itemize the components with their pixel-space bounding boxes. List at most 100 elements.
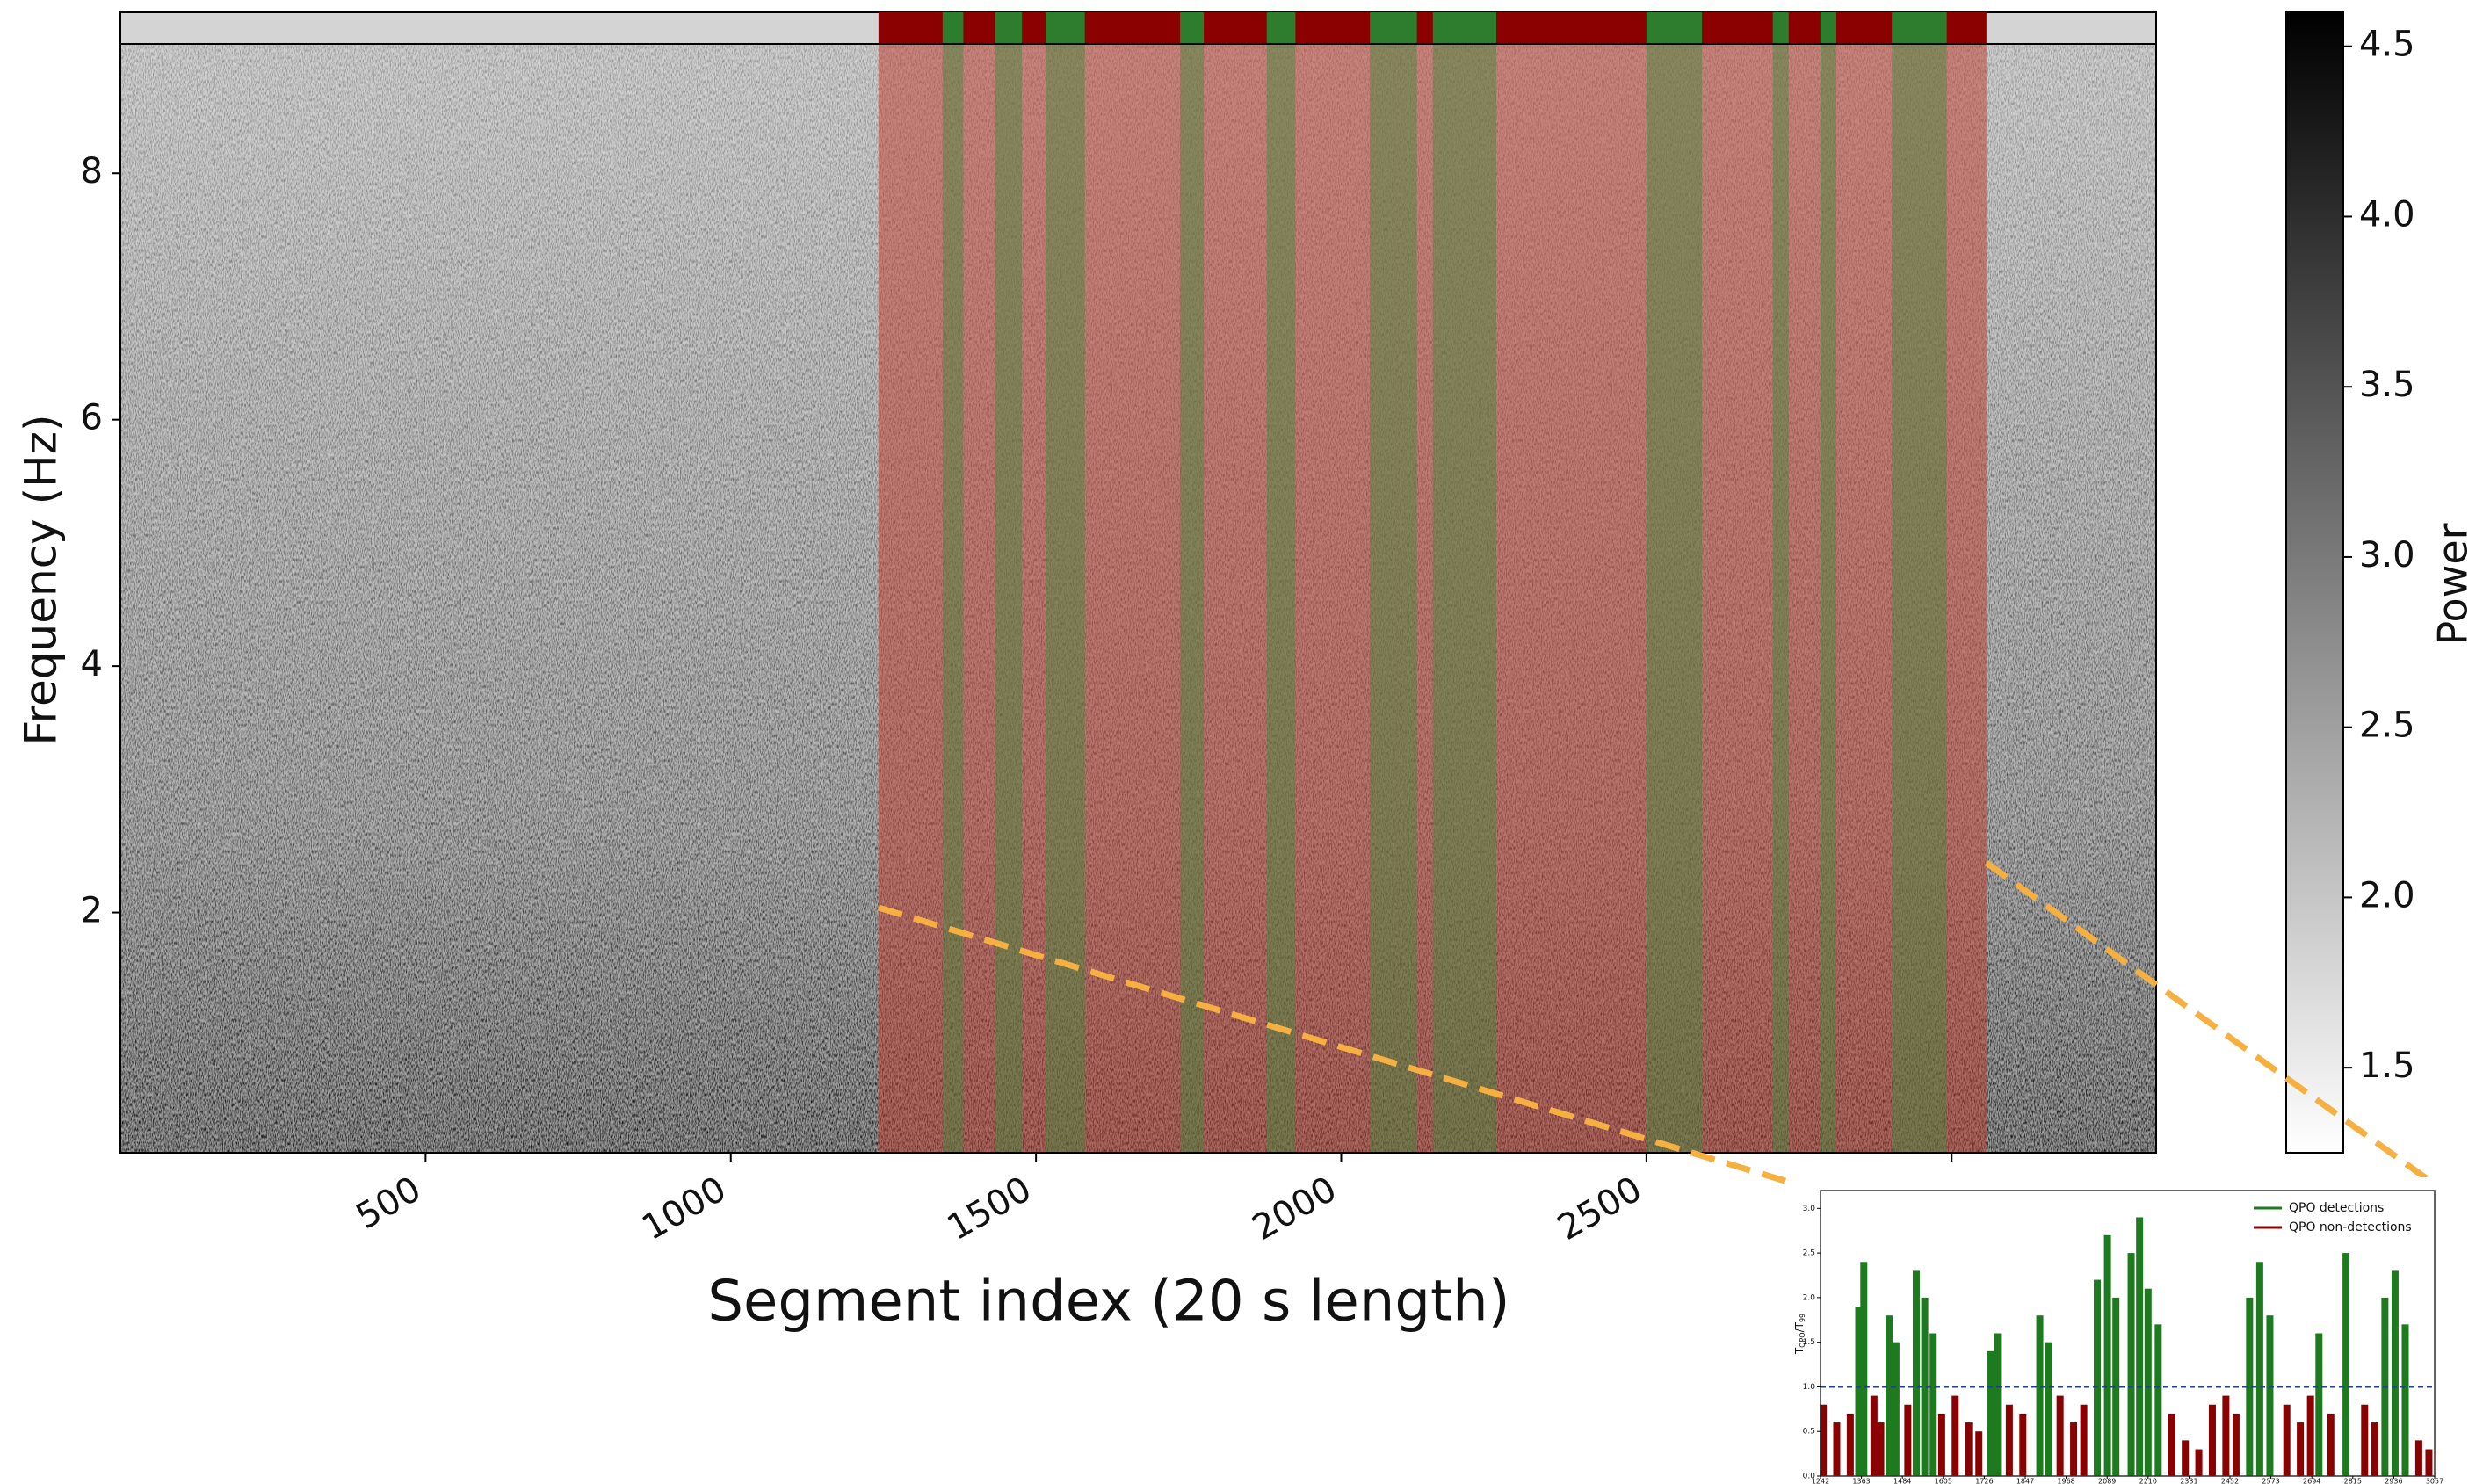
inset-x-tick-label: 1605: [1935, 1478, 1952, 1484]
inset-y-label-part: T: [1793, 1347, 1806, 1355]
inset-bar: [2342, 1253, 2350, 1476]
inset-frame: [1820, 1190, 2436, 1477]
inset-x-tick-label: 1484: [1893, 1478, 1911, 1484]
inset-bar: [2045, 1342, 2052, 1476]
y-tick-label: 6: [81, 398, 103, 438]
inset-bar: [2182, 1440, 2190, 1476]
colorbar-tick-label: 2.5: [2359, 706, 2415, 746]
inset-bar: [1877, 1422, 1885, 1476]
inset-bar: [2297, 1422, 2305, 1476]
strip-detection: [1892, 12, 1947, 44]
inset-bar: [2371, 1422, 2378, 1476]
strip-detection: [942, 12, 964, 44]
inset-bar: [2070, 1422, 2078, 1476]
inset-bar: [2222, 1395, 2230, 1476]
inset-y-tick-label: 0.0: [1803, 1473, 1816, 1481]
inset-bar: [1987, 1350, 1994, 1476]
inset-y-tick-label: 1.0: [1803, 1383, 1816, 1392]
detection-band: [1820, 44, 1836, 1153]
y-tick-label: 2: [81, 891, 103, 931]
strip-detection: [1046, 12, 1085, 44]
x-axis-label: Segment index (20 s length): [707, 1270, 1509, 1335]
colorbar-tick-label: 4.0: [2359, 194, 2415, 235]
inset-bar: [1951, 1395, 1959, 1476]
inset-bar: [2232, 1413, 2240, 1476]
strip-detection: [1646, 12, 1703, 44]
inset-bar: [2144, 1288, 2152, 1476]
inset-bar: [1886, 1315, 1893, 1476]
x-tick-label: 2500: [1551, 1169, 1648, 1249]
strip-detection: [995, 12, 1023, 44]
detection-band: [1432, 44, 1496, 1153]
detection-band: [1772, 44, 1789, 1153]
colorbar: [2285, 11, 2344, 1154]
zoom-line: [877, 904, 1799, 1188]
inset-bar: [2195, 1449, 2203, 1476]
inset-y-label: TQPO/T99: [1793, 1314, 1806, 1355]
y-tick-label: 4: [81, 644, 103, 684]
strip-detection: [1180, 12, 1205, 44]
inset-bar: [2127, 1253, 2135, 1476]
inset-bar: [1975, 1431, 1983, 1476]
plot-frame: [119, 43, 2157, 1154]
inset-x-tick-label: 3057: [2426, 1478, 2443, 1484]
inset-y-label-part: QPO: [1799, 1332, 1806, 1347]
strip-detection: [1772, 12, 1789, 44]
detection-band: [1646, 44, 1703, 1153]
detection-band: [1370, 44, 1417, 1153]
inset-x-tick-label: 1363: [1852, 1478, 1870, 1484]
x-tick-label: 1000: [635, 1169, 733, 1249]
inset-y-tick-label: 1.5: [1803, 1338, 1815, 1347]
inset-bar: [1904, 1404, 1912, 1476]
inset-bar: [1929, 1333, 1937, 1476]
inset-bar: [1855, 1307, 1863, 1476]
colorbar-label: Power: [2429, 523, 2477, 645]
inset-bar: [2255, 1262, 2263, 1476]
inset-bar: [2019, 1413, 2027, 1476]
inset-bar: [2266, 1315, 2274, 1476]
inset-bar: [2246, 1297, 2254, 1476]
detection-band: [1180, 44, 1205, 1153]
inset-x-tick-label: 1242: [1812, 1478, 1829, 1484]
strip-detection: [1370, 12, 1417, 44]
colorbar-tick-label: 1.5: [2359, 1046, 2415, 1086]
inset-bar: [1994, 1333, 2002, 1476]
inset-x-tick-label: 2936: [2385, 1478, 2402, 1484]
x-tick-label: 2000: [1246, 1169, 1343, 1249]
y-axis-label: Frequency (Hz): [16, 414, 67, 745]
inset-y-tick-label: 2.5: [1803, 1249, 1815, 1258]
inset-bar: [2168, 1413, 2175, 1476]
inset-bar: [2208, 1404, 2216, 1476]
detection-band: [995, 44, 1023, 1153]
inset-y-label-part: /T: [1793, 1321, 1806, 1332]
y-tick-label: 8: [81, 151, 103, 192]
inset-bar: [1860, 1262, 1868, 1476]
strip-detection: [1820, 12, 1836, 44]
inset-bar: [1820, 1404, 1828, 1476]
non-detection-region: [878, 44, 1987, 1153]
detection-band: [1046, 44, 1085, 1153]
inset-y-tick-label: 0.5: [1803, 1428, 1815, 1437]
inset-bar: [1870, 1395, 1878, 1476]
legend-label: QPO non-detections: [2289, 1220, 2412, 1234]
strip-detection: [1266, 12, 1296, 44]
inset-bar: [1912, 1270, 1920, 1476]
inset-y-tick-label: 2.0: [1803, 1293, 1816, 1302]
inset-bar: [2080, 1404, 2088, 1476]
inset-bar: [2154, 1324, 2162, 1476]
inset-x-tick-label: 2089: [2098, 1478, 2116, 1484]
inset-bar: [2103, 1234, 2111, 1476]
inset-bar: [2391, 1270, 2399, 1476]
inset-bar: [1921, 1297, 1929, 1476]
inset-bar: [2005, 1404, 2013, 1476]
inset-bar: [2136, 1217, 2144, 1476]
inset-bar: [2414, 1440, 2422, 1476]
inset-y-tick-label: 3.0: [1803, 1205, 1816, 1213]
inset-x-tick-label: 1847: [2016, 1478, 2034, 1484]
inset-y-label-part: 99: [1799, 1314, 1806, 1322]
colorbar-tick-label: 4.5: [2359, 25, 2415, 65]
inset-bar: [1965, 1422, 1973, 1476]
inset-bar: [2327, 1413, 2335, 1476]
inset-bar: [1833, 1422, 1841, 1476]
